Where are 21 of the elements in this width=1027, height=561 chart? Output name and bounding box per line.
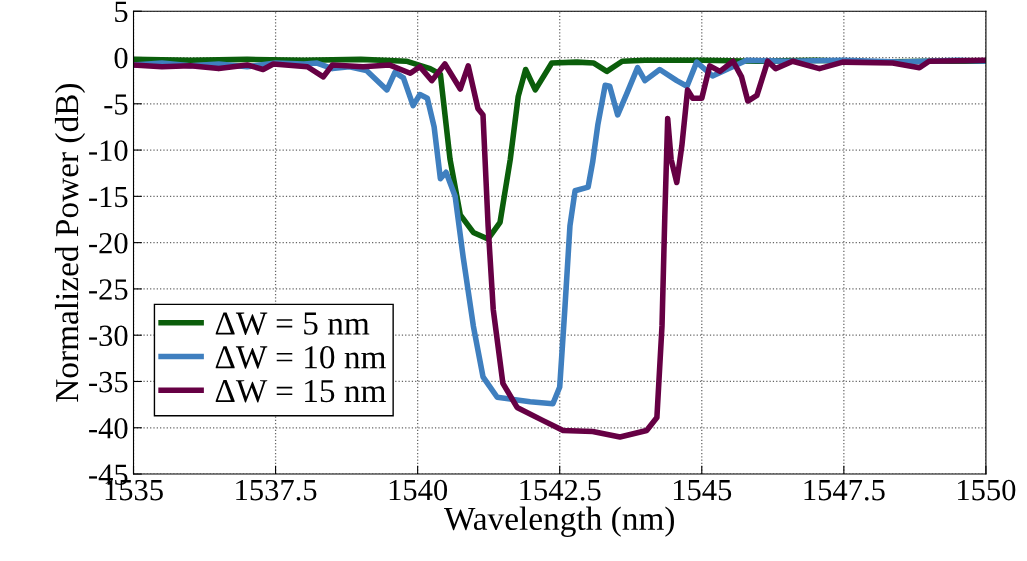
x-tick-label: 1545: [673, 479, 732, 501]
y-tick-label: -20: [89, 232, 128, 254]
y-tick-label: 5: [115, 1, 128, 23]
y-tick-label: -40: [89, 418, 128, 439]
y-tick-label: 0: [114, 47, 128, 69]
y-axis-title: Normalized Power (dB): [54, 83, 86, 402]
y-tick-label: -10: [89, 140, 128, 161]
legend-label: ΔW = 10 nm: [215, 346, 386, 369]
legend-label: ΔW = 15 nm: [215, 379, 386, 403]
legend-label: ΔW = 5 nm: [215, 312, 370, 335]
x-tick-label: 1537.5: [236, 479, 317, 501]
y-tick-label: -15: [89, 186, 128, 208]
y-tick-label: -5: [104, 94, 128, 115]
y-tick-label: -25: [89, 279, 128, 300]
x-tick-label: 1547.5: [804, 479, 885, 501]
y-tick-label: -30: [89, 325, 128, 347]
x-tick-label: 1540: [389, 479, 448, 501]
x-tick-label: 1550: [958, 479, 1016, 501]
x-tick-label: 1542.5: [520, 479, 601, 501]
y-tick-label: -35: [89, 371, 128, 393]
x-axis-title: Wavelength (nm): [444, 506, 674, 537]
